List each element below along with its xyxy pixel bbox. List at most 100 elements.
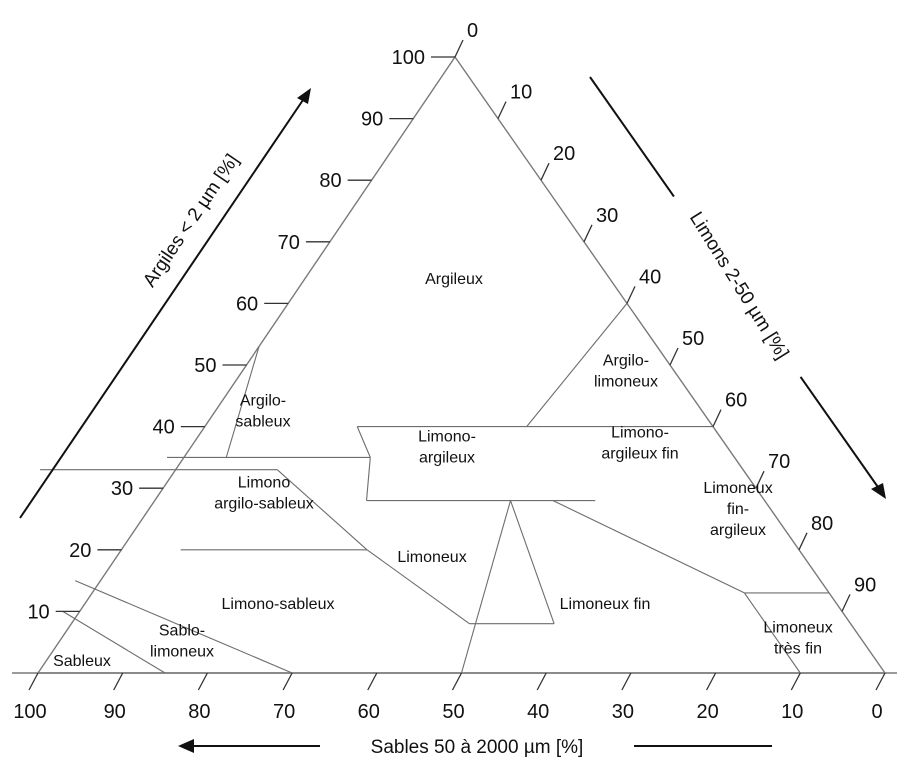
boundary-limoneux-fin-left — [460, 500, 512, 674]
silt-tick — [583, 224, 593, 243]
clay-tick-label: 100 — [392, 47, 425, 69]
region-label-sablo-limoneux: Sablo-limoneux — [150, 623, 214, 661]
clay-tick-label: 90 — [361, 109, 383, 131]
silt-tick-label: 70 — [768, 451, 790, 473]
clay-tick-label: 20 — [69, 540, 91, 562]
triangle-outline — [36, 55, 887, 674]
silt-tick-label: 0 — [467, 20, 478, 42]
silt-tick — [497, 101, 507, 119]
boundary-tres-fin-left — [743, 592, 801, 674]
boundary-limono-as-right — [276, 469, 368, 551]
boundary-argileux-lower-left — [225, 346, 260, 458]
boundary-sableux-edge — [62, 610, 166, 674]
triangle-frame — [12, 55, 897, 674]
region-label-argilo-limoneux: Argilo-limoneux — [594, 353, 658, 391]
sand-tick — [367, 672, 378, 691]
silt-tick-label: 30 — [596, 205, 618, 227]
region-label-line: très fin — [774, 641, 822, 658]
sand-tick-label: 90 — [104, 701, 126, 723]
silt-tick-label: 40 — [639, 266, 661, 288]
region-label-line: argileux fin — [601, 446, 678, 463]
silt-tick — [540, 162, 550, 181]
sand-tick — [197, 672, 208, 691]
region-label-line: Argilo- — [240, 393, 286, 410]
sand-tick-label: 30 — [612, 701, 634, 723]
silt-tick — [712, 409, 722, 427]
sand-tick-label: 40 — [527, 701, 549, 723]
silt-tick-label: 10 — [510, 82, 532, 104]
region-label-limoneux: Limoneux — [397, 549, 466, 566]
region-label-limoneux-fin-argileux: Limoneux fin-argileux — [703, 480, 772, 539]
region-label-line: limoneux — [150, 644, 214, 661]
region-labels: ArgileuxArgilo-limoneuxArgilo-sableuxLim… — [53, 271, 833, 670]
boundary-limono-argileux-left — [356, 426, 371, 458]
sand-tick — [28, 672, 39, 691]
region-label-limoneux-tres-fin: Limoneux très fin — [763, 620, 832, 658]
silt-tick — [841, 594, 851, 612]
region-label-line: Sablo- — [159, 623, 205, 640]
silt-tick-label: 60 — [725, 390, 747, 412]
region-label-line: Limono- — [418, 429, 476, 446]
sand-tick — [113, 672, 124, 691]
sand-tick-label: 10 — [781, 701, 803, 723]
region-label-line: fin- — [727, 501, 749, 518]
sand-tick-label: 60 — [358, 701, 380, 723]
sand-tick — [706, 672, 717, 691]
sand-tick-label: 100 — [13, 701, 46, 723]
sand-tick-label: 70 — [273, 701, 295, 723]
boundary-limoneux-lower-left — [366, 549, 470, 625]
sand-tick-label: 50 — [442, 701, 464, 723]
axis-ticks: 1020304050607080901000102030405060708090… — [13, 20, 886, 723]
sand-tick-label: 0 — [871, 701, 882, 723]
clay-tick-label: 80 — [319, 170, 341, 192]
silt-axis-arrowhead-icon — [871, 483, 886, 499]
region-label-line: Limono — [238, 475, 291, 492]
silt-tick — [454, 39, 464, 58]
boundary-limoneux-fin-argileux-edge — [552, 500, 745, 594]
sand-tick — [621, 672, 632, 691]
clay-tick-label: 50 — [194, 355, 216, 377]
region-label-limoneux-fin: Limoneux fin — [560, 596, 651, 613]
sand-tick — [790, 672, 801, 691]
region-label-line: sableux — [235, 414, 290, 431]
sand-tick-label: 20 — [696, 701, 718, 723]
sand-tick — [536, 672, 547, 691]
clay-axis-title: Argiles < 2 µm [%] — [139, 151, 243, 291]
boundary-argileux-lower-right — [526, 303, 628, 427]
region-label-limono-argilo-sableux: Limono argilo-sableux — [214, 475, 314, 513]
sand-tick — [282, 672, 293, 691]
silt-tick-label: 20 — [553, 143, 575, 165]
region-label-line: limoneux — [594, 374, 658, 391]
region-label-line: Limoneux fin — [560, 596, 651, 613]
clay-axis-arrow-line — [19, 96, 306, 519]
silt-tick — [626, 286, 636, 304]
region-label-line: Sableux — [53, 653, 111, 670]
boundary-limono-argileux-left-edge — [365, 457, 371, 501]
silt-tick — [669, 347, 679, 366]
sand-tick — [875, 672, 886, 691]
silt-tick-label: 80 — [811, 513, 833, 535]
silt-axis-title-bg — [668, 183, 812, 387]
region-label-line: Limoneux — [763, 620, 832, 637]
region-label-line: Limono- — [611, 425, 669, 442]
sand-axis-title: Sables 50 à 2000 µm [%] — [371, 737, 584, 758]
region-label-limono-argileux-fin: Limono-argileux fin — [601, 425, 678, 463]
clay-axis-title-bg — [118, 124, 262, 316]
region-label-line: argileux — [710, 522, 766, 539]
region-label-argilo-sableux: Argilo-sableux — [235, 393, 290, 431]
region-label-line: argileux — [419, 450, 475, 467]
clay-tick-label: 40 — [153, 417, 175, 439]
clay-tick-label: 60 — [236, 293, 258, 315]
silt-tick — [755, 470, 765, 489]
boundary-sablo-limoneux-top — [74, 580, 293, 674]
silt-tick-label: 90 — [854, 574, 876, 596]
sand-tick-label: 80 — [188, 701, 210, 723]
clay-tick-label: 10 — [27, 601, 49, 623]
region-label-line: Argilo- — [603, 353, 649, 370]
silt-tick-label: 50 — [682, 328, 704, 350]
silt-tick — [798, 532, 808, 551]
region-label-line: Limoneux — [703, 480, 772, 497]
region-label-line: Limono-sableux — [222, 596, 335, 613]
